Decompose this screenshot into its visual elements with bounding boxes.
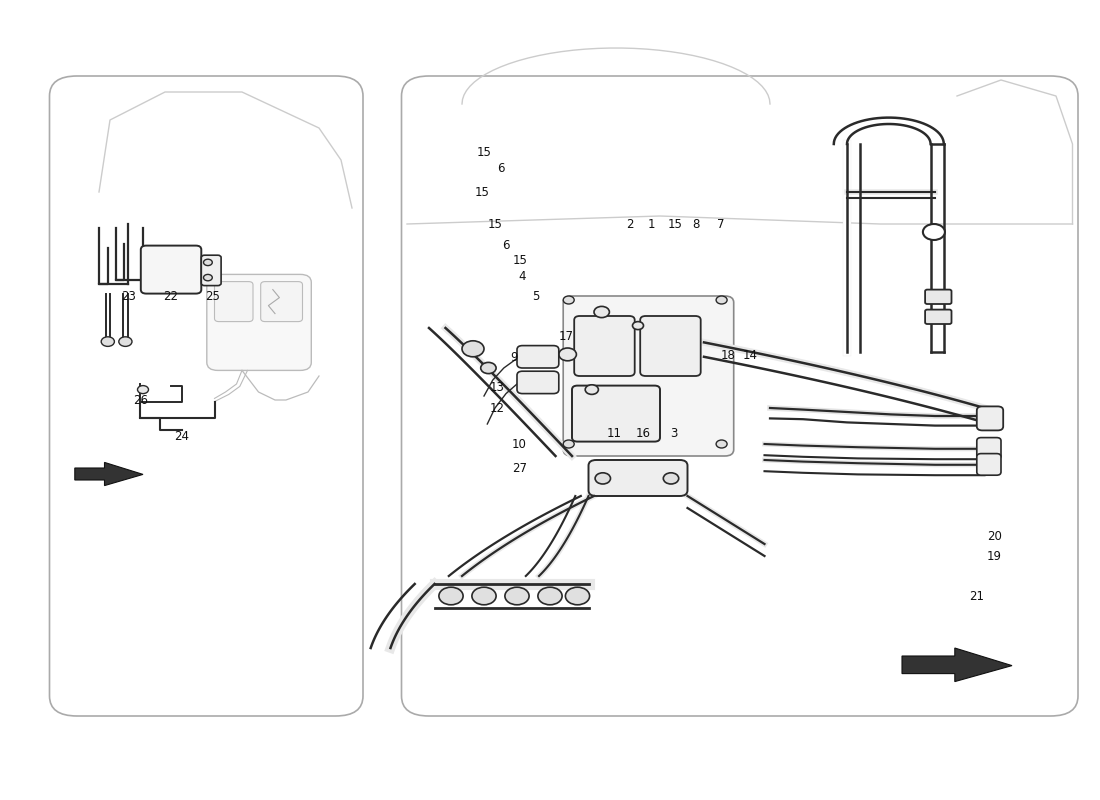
FancyBboxPatch shape: [517, 371, 559, 394]
Circle shape: [462, 341, 484, 357]
Text: 15: 15: [668, 218, 683, 230]
Circle shape: [585, 385, 598, 394]
Circle shape: [138, 386, 148, 394]
Text: 6: 6: [503, 239, 509, 252]
Text: 21: 21: [969, 590, 984, 602]
FancyBboxPatch shape: [50, 76, 363, 716]
FancyBboxPatch shape: [207, 274, 311, 370]
FancyBboxPatch shape: [141, 246, 201, 294]
Text: 8: 8: [693, 218, 700, 230]
Circle shape: [632, 322, 644, 330]
Text: eurospares: eurospares: [623, 595, 851, 629]
Text: 16: 16: [636, 427, 651, 440]
FancyBboxPatch shape: [572, 386, 660, 442]
Circle shape: [439, 587, 463, 605]
Text: 15: 15: [476, 146, 492, 158]
Text: 2: 2: [627, 218, 634, 230]
Circle shape: [563, 440, 574, 448]
FancyBboxPatch shape: [640, 316, 701, 376]
FancyBboxPatch shape: [201, 255, 221, 286]
Text: 4: 4: [519, 270, 526, 282]
Circle shape: [538, 587, 562, 605]
Circle shape: [663, 473, 679, 484]
Circle shape: [716, 440, 727, 448]
Circle shape: [505, 587, 529, 605]
Text: 7: 7: [717, 218, 724, 230]
Circle shape: [563, 296, 574, 304]
Text: 26: 26: [133, 394, 148, 406]
Circle shape: [565, 587, 590, 605]
FancyBboxPatch shape: [261, 282, 302, 322]
Text: 9: 9: [510, 351, 517, 364]
Text: 1: 1: [648, 218, 654, 230]
Text: eurospares: eurospares: [623, 295, 851, 329]
Text: 19: 19: [987, 550, 1002, 562]
Circle shape: [923, 224, 945, 240]
Text: 14: 14: [742, 350, 758, 362]
Text: 3: 3: [671, 427, 678, 440]
Circle shape: [204, 274, 212, 281]
Text: 12: 12: [490, 402, 505, 414]
Circle shape: [594, 306, 609, 318]
Circle shape: [101, 337, 114, 346]
Text: 20: 20: [987, 530, 1002, 542]
Text: 17: 17: [559, 330, 574, 342]
Circle shape: [204, 259, 212, 266]
Circle shape: [595, 473, 610, 484]
Text: 5: 5: [532, 290, 539, 302]
Circle shape: [716, 296, 727, 304]
Text: 13: 13: [490, 381, 505, 394]
FancyBboxPatch shape: [925, 310, 952, 324]
Text: 10: 10: [512, 438, 527, 450]
FancyBboxPatch shape: [977, 406, 1003, 430]
FancyBboxPatch shape: [402, 76, 1078, 716]
Text: 25: 25: [205, 290, 220, 302]
Circle shape: [472, 587, 496, 605]
Text: 18: 18: [720, 350, 736, 362]
Text: eurospares: eurospares: [78, 295, 307, 329]
Polygon shape: [75, 462, 143, 486]
FancyBboxPatch shape: [977, 454, 1001, 475]
Text: 27: 27: [512, 462, 527, 474]
FancyBboxPatch shape: [517, 346, 559, 368]
FancyBboxPatch shape: [977, 438, 1001, 459]
FancyBboxPatch shape: [574, 316, 635, 376]
FancyBboxPatch shape: [588, 460, 688, 496]
FancyBboxPatch shape: [563, 296, 734, 456]
FancyBboxPatch shape: [925, 290, 952, 304]
Circle shape: [119, 337, 132, 346]
Text: 23: 23: [121, 290, 136, 302]
Text: 15: 15: [487, 218, 503, 230]
Text: 22: 22: [163, 290, 178, 302]
Text: 11: 11: [606, 427, 621, 440]
Circle shape: [559, 348, 576, 361]
Text: eurospares: eurospares: [78, 595, 307, 629]
FancyBboxPatch shape: [214, 282, 253, 322]
Text: 15: 15: [474, 186, 490, 198]
Polygon shape: [902, 648, 1012, 682]
Circle shape: [481, 362, 496, 374]
Text: 6: 6: [497, 162, 504, 174]
Text: 15: 15: [513, 254, 528, 266]
Text: 24: 24: [174, 430, 189, 442]
